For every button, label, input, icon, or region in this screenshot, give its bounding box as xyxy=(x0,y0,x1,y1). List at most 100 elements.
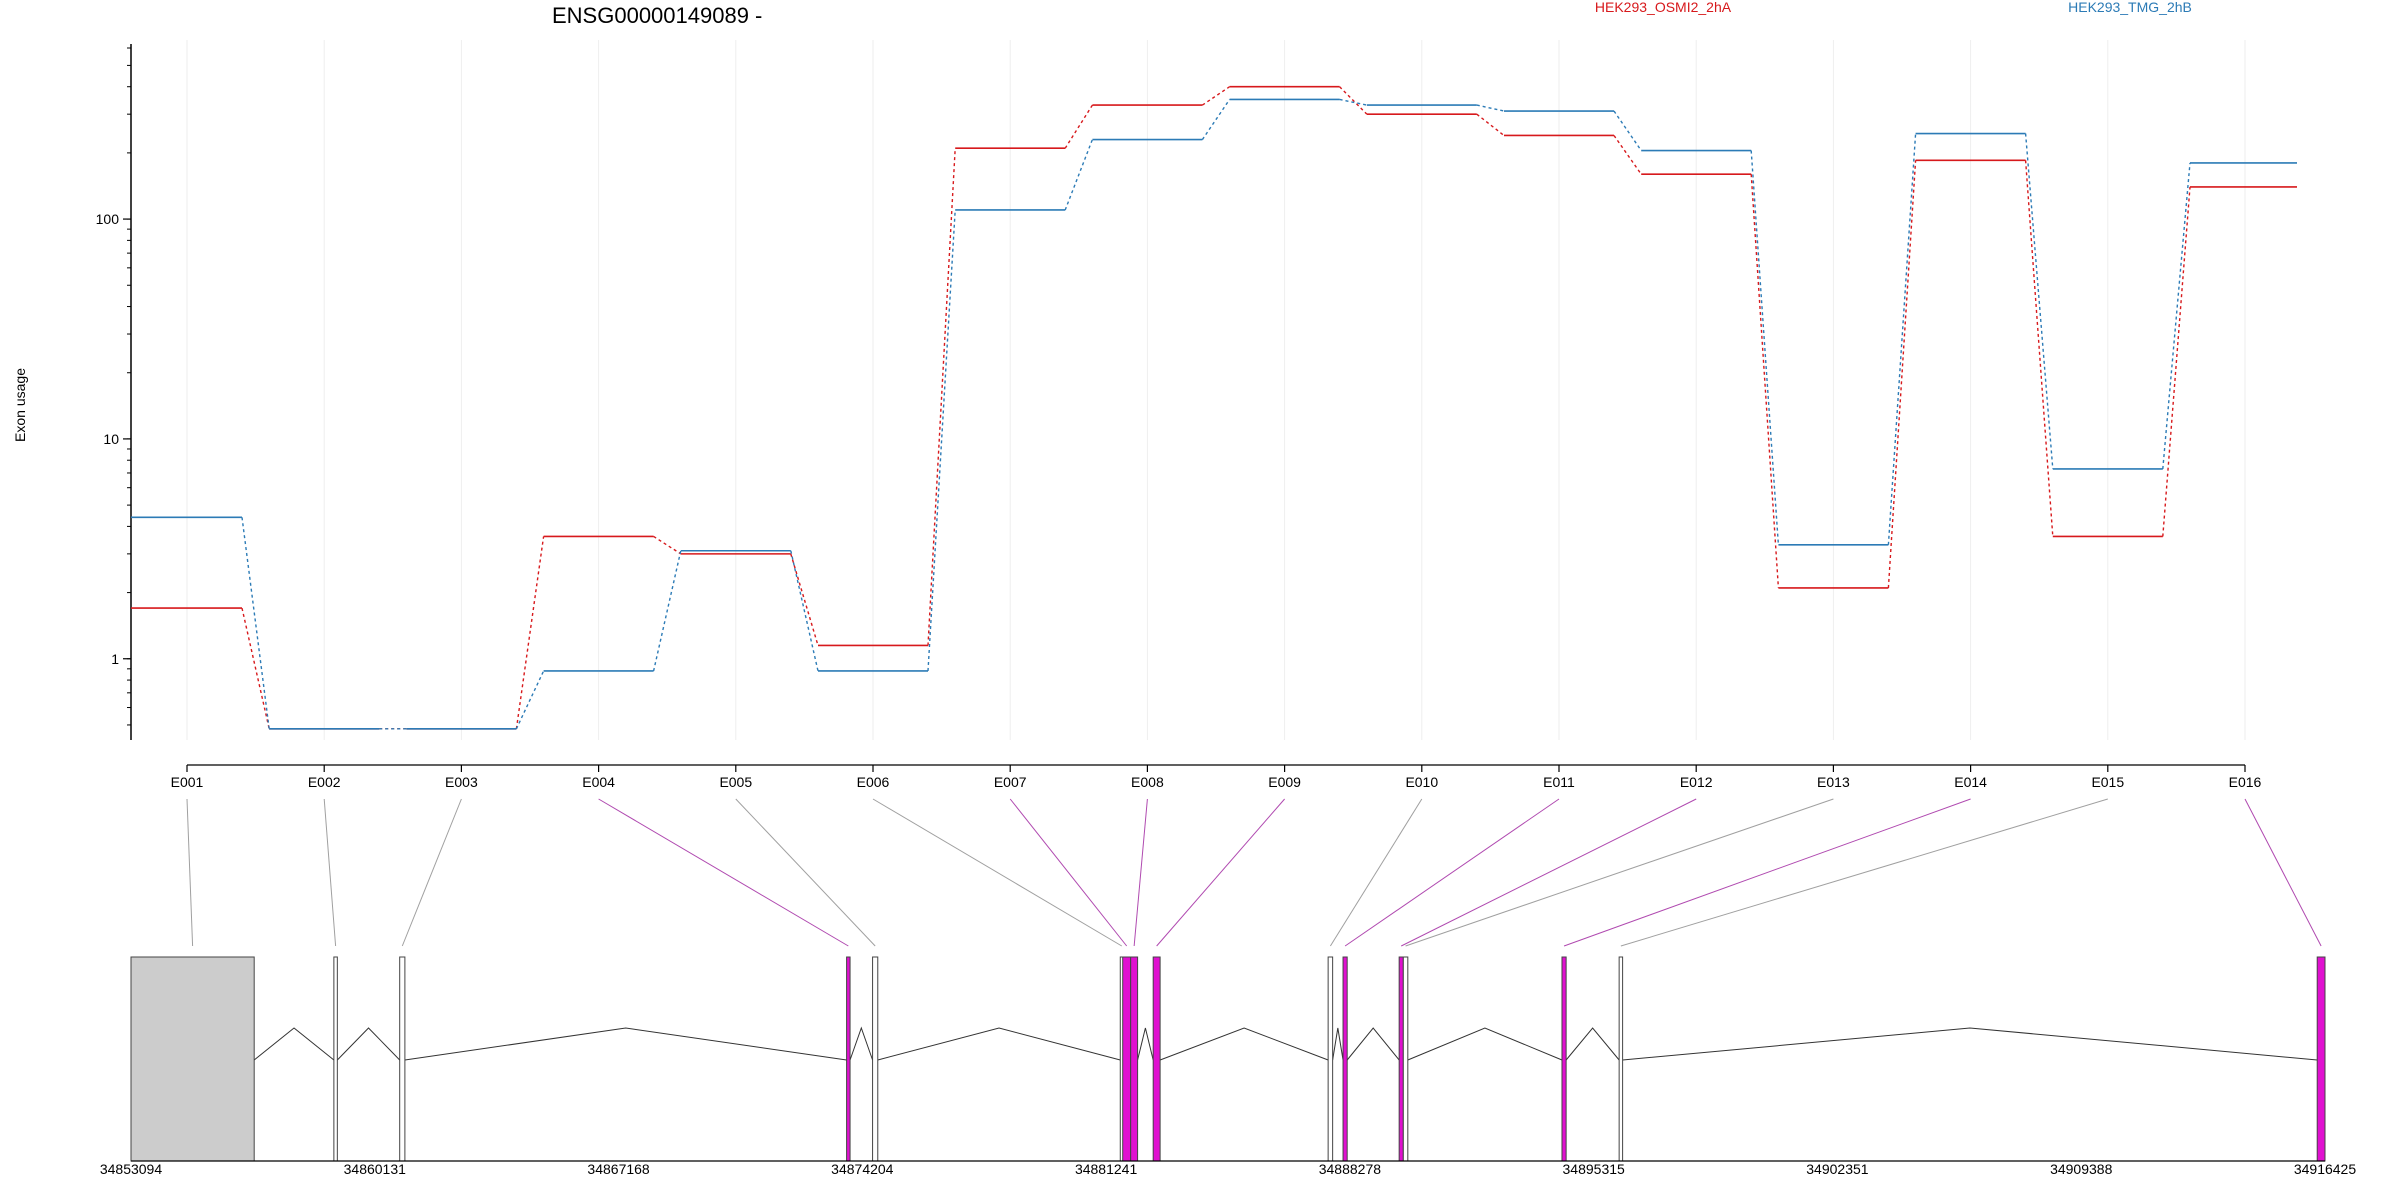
y-tick-label: 100 xyxy=(96,211,120,227)
series-2-connector xyxy=(652,550,682,672)
series-2-connector xyxy=(927,209,956,672)
series-2-connector xyxy=(1750,150,1780,545)
y-tick-label: 1 xyxy=(111,651,119,667)
series-2-connector xyxy=(241,517,270,729)
x-tick-label-e014: E014 xyxy=(1954,774,1987,790)
series-2 xyxy=(131,98,2297,730)
series-2-connector xyxy=(790,550,819,672)
series-1-connector xyxy=(1339,86,1368,115)
legend-entry-series-1: HEK293_OSMI2_2hA xyxy=(1595,0,1732,15)
series-1 xyxy=(131,85,2297,730)
connector-e010 xyxy=(1329,798,1423,947)
gene-model xyxy=(130,956,2326,1162)
series-1-connector xyxy=(653,535,682,555)
x-tick-label-e001: E001 xyxy=(171,774,204,790)
connector-e015 xyxy=(1620,798,2108,947)
exon-e010 xyxy=(1327,956,1334,1162)
x-tick-label-e011: E011 xyxy=(1543,774,1575,790)
intron-line xyxy=(1346,1027,1400,1061)
series-layer xyxy=(131,85,2297,730)
series-1-connector xyxy=(2024,160,2054,537)
series-2-connector xyxy=(1476,104,1505,112)
coord-tick-label: 34860131 xyxy=(344,1161,407,1177)
coord-tick-label: 34909388 xyxy=(2050,1161,2113,1177)
exon-e001 xyxy=(130,956,255,1162)
coord-tick-label: 34867168 xyxy=(587,1161,650,1177)
x-tick-label-e008: E008 xyxy=(1131,774,1164,790)
exon-e012 xyxy=(1398,956,1404,1162)
x-tick-label-e006: E006 xyxy=(857,774,890,790)
series-2-connector xyxy=(1887,133,1917,545)
x-tick-label-e016: E016 xyxy=(2229,774,2262,790)
connector-e007 xyxy=(1009,798,1128,947)
intron-line xyxy=(877,1027,1121,1061)
intron-line xyxy=(404,1027,847,1061)
legend-entry-series-2: HEK293_TMG_2hB xyxy=(2068,0,2192,15)
x-tick-label-e007: E007 xyxy=(994,774,1027,790)
coord-tick-label: 34895315 xyxy=(1563,1161,1626,1177)
series-1-connector xyxy=(1750,174,1780,588)
series-2-connector xyxy=(2162,162,2191,470)
genomic-coordinate-axis: 34853094 34860131 34867168 34874204 34881241… xyxy=(100,1160,2357,1177)
series-2-connector xyxy=(2024,133,2054,470)
exon-e004 xyxy=(846,956,851,1162)
coord-tick-label: 34853094 xyxy=(100,1161,163,1177)
series-2-connector xyxy=(515,670,545,730)
x-tick-label-e003: E003 xyxy=(445,774,478,790)
connector-e011 xyxy=(1344,798,1560,947)
connector-e003 xyxy=(401,798,462,947)
intron-line xyxy=(1407,1027,1563,1061)
series-1-connector xyxy=(927,148,956,646)
x-tick-label-e012: E012 xyxy=(1680,774,1713,790)
series-2-connector xyxy=(1201,99,1231,140)
connector-e016 xyxy=(2244,798,2322,947)
exon-e011 xyxy=(1342,956,1348,1162)
connector-e005 xyxy=(735,798,876,947)
series-1-connector xyxy=(1064,104,1093,149)
coord-tick-label: 34888278 xyxy=(1319,1161,1382,1177)
y-axis-label: Exon usage xyxy=(12,368,28,442)
exon-connector-lines xyxy=(186,798,2322,947)
intron-line xyxy=(1622,1027,2318,1061)
exon-e005 xyxy=(872,956,879,1162)
connector-e014 xyxy=(1563,798,1971,947)
intron-line xyxy=(849,1026,874,1061)
intron-line xyxy=(1159,1027,1329,1061)
connector-e006 xyxy=(872,798,1123,947)
intron-line xyxy=(1332,1027,1344,1061)
series-1-connector xyxy=(241,607,270,729)
intron-line xyxy=(1137,1027,1154,1061)
x-tick-label-e010: E010 xyxy=(1405,774,1438,790)
coord-tick-label: 34881241 xyxy=(1075,1161,1138,1177)
exon-e014 xyxy=(1561,956,1567,1162)
connector-e001 xyxy=(186,798,194,947)
x-tick-label-e002: E002 xyxy=(308,774,341,790)
series-2-connector xyxy=(1613,110,1642,151)
exon-e007 xyxy=(1122,956,1132,1162)
connector-e008 xyxy=(1133,798,1148,947)
intron-line xyxy=(253,1027,335,1061)
connector-e009 xyxy=(1156,798,1285,947)
y-axis: 1 10 100 xyxy=(96,44,132,740)
intron-line xyxy=(336,1027,401,1061)
x-tick-label-e004: E004 xyxy=(582,774,615,790)
connector-e004 xyxy=(598,798,849,947)
series-2-connector xyxy=(1064,139,1094,211)
x-axis: E001 E002 E003 E004 E005 E006 E007 E008 E009 E010… xyxy=(171,764,2262,790)
coord-tick-label: 34916425 xyxy=(2294,1161,2357,1177)
series-1-connector xyxy=(1202,86,1230,106)
connector-e002 xyxy=(323,798,337,947)
chart-title: ENSG00000149089 - xyxy=(552,3,762,28)
x-tick-label-e005: E005 xyxy=(719,774,752,790)
exon-e013 xyxy=(1402,956,1409,1162)
exon-e016 xyxy=(2316,956,2326,1162)
series-1-connector xyxy=(515,536,545,729)
x-tick-label-e009: E009 xyxy=(1268,774,1301,790)
x-tick-label-e015: E015 xyxy=(2091,774,2124,790)
exon-e003 xyxy=(399,956,406,1162)
connector-e012 xyxy=(1401,798,1697,947)
exon-e008 xyxy=(1130,956,1139,1162)
series-1-connector xyxy=(1476,113,1505,137)
y-tick-label: 10 xyxy=(103,431,119,447)
